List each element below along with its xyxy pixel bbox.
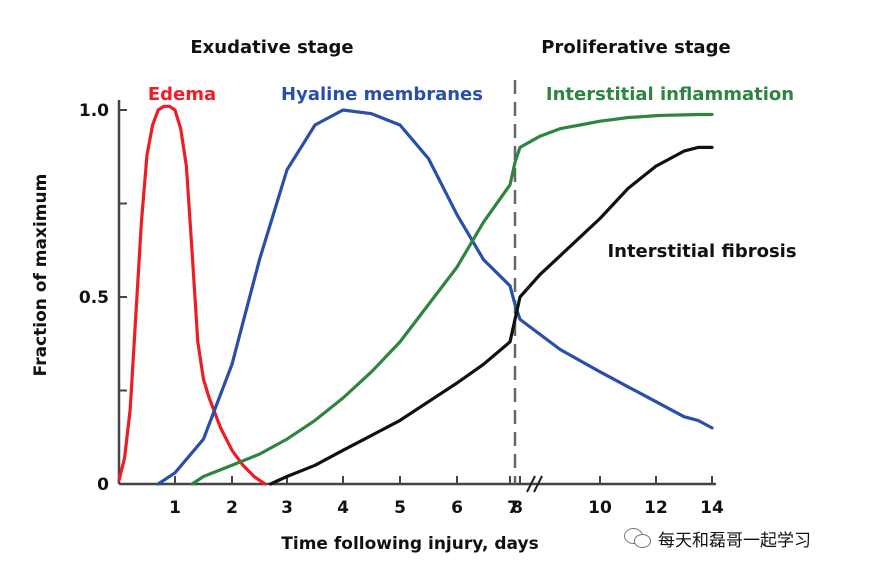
wechat-icon — [624, 526, 652, 550]
series-label: Interstitial inflammation — [546, 84, 794, 105]
series-label: Hyaline membranes — [281, 84, 483, 105]
series-label: Interstitial fibrosis — [607, 241, 796, 262]
series-line — [190, 112, 714, 486]
y-tick-label: 0.5 — [79, 288, 109, 308]
x-tick-label: 5 — [394, 498, 406, 518]
series-line — [268, 145, 714, 486]
x-tick-label: 14 — [700, 498, 724, 518]
stage-label: Exudative stage — [190, 37, 353, 58]
x-axis-break-mark — [533, 475, 543, 493]
x-tick-label: 2 — [226, 498, 238, 518]
x-tick-label: 4 — [337, 498, 349, 518]
stage-label: Proliferative stage — [541, 37, 730, 58]
series-line — [117, 104, 267, 486]
x-axis-label: Time following injury, days — [281, 534, 538, 554]
series-line — [156, 108, 714, 486]
y-axis-label: Fraction of maximum — [31, 174, 51, 377]
series-label: Edema — [148, 84, 216, 105]
y-tick-label: 1.0 — [79, 101, 109, 121]
x-axis-break-mark — [526, 475, 536, 493]
x-tick-label: 6 — [451, 498, 463, 518]
x-tick-label: 7 — [507, 498, 519, 518]
x-tick-label: 12 — [644, 498, 668, 518]
x-tick-label: 8 — [511, 498, 523, 518]
x-tick-label: 1 — [169, 498, 181, 518]
x-tick-label: 10 — [588, 498, 612, 518]
watermark: 每天和磊哥一起学习 — [624, 524, 864, 552]
y-tick-label: 0 — [97, 475, 109, 495]
watermark-text: 每天和磊哥一起学习 — [658, 530, 811, 551]
x-tick-label: 3 — [281, 498, 293, 518]
